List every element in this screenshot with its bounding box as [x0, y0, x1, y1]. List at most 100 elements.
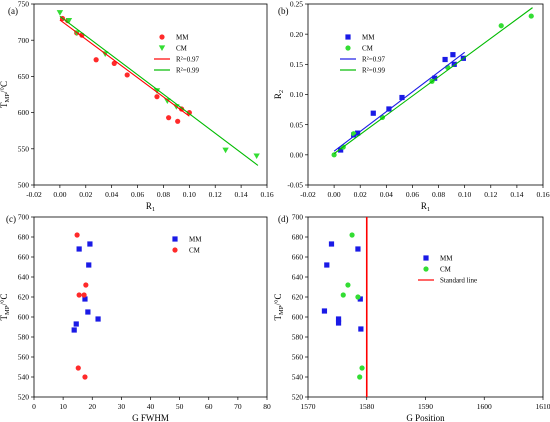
legend-marker — [423, 255, 429, 261]
series-cm — [74, 232, 89, 380]
y-tick-label: 700 — [18, 213, 30, 222]
y-tick-label: 0.15 — [290, 60, 303, 69]
y-axis-label: TMP/°C — [0, 293, 11, 320]
y-tick-label: 520 — [292, 393, 304, 402]
legend: MM CM Standard line — [418, 255, 477, 285]
series-mm — [59, 15, 192, 124]
series-r-0-99 — [333, 7, 533, 155]
data-point — [124, 72, 130, 78]
panel-label: (b) — [278, 6, 289, 16]
data-point — [355, 246, 361, 252]
data-point — [498, 23, 504, 29]
data-point — [528, 13, 534, 19]
x-axis-label: R1 — [146, 201, 155, 213]
legend-label: Standard line — [440, 277, 477, 285]
x-tick-label: 0.16 — [260, 190, 273, 199]
data-point — [321, 308, 328, 314]
data-point — [93, 57, 99, 63]
y-tick-label: 550 — [18, 144, 30, 153]
chart-panel-1: -0.02 0.00 0.02 0.04 0.06 0.08 0.10 0.12 0.14 0.1… — [0, 0, 274, 213]
y-tick-label: 600 — [18, 108, 30, 117]
x-tick-label: 0.04 — [105, 190, 118, 199]
x-tick-label: 0.12 — [209, 190, 222, 199]
panel-label: (d) — [278, 214, 289, 224]
series-r-0-97 — [333, 51, 465, 152]
data-point — [76, 292, 82, 298]
series-mm — [71, 241, 101, 333]
plot-frame — [307, 3, 544, 186]
x-tick-label: 10 — [59, 402, 67, 411]
y-axis-label: R2 — [273, 90, 285, 99]
legend-label: MM — [440, 255, 453, 263]
x-tick-label: 0.04 — [380, 190, 393, 199]
y-tick-label: 580 — [292, 333, 304, 342]
x-tick-label: 1580 — [359, 402, 374, 411]
data-point — [370, 110, 376, 116]
legend: MM CM R²=0.97 R²=0.99 — [154, 34, 199, 75]
data-point — [450, 52, 456, 58]
y-axis-label-subscript: MP — [4, 305, 11, 315]
data-point — [357, 374, 363, 380]
legend: MM CM R²=0.97 R²=0.99 — [340, 34, 385, 75]
y-tick-label: 0.05 — [290, 120, 303, 129]
y-tick-label: 620 — [292, 293, 304, 302]
legend-label: CM — [189, 247, 201, 255]
data-point — [83, 282, 89, 288]
legend-marker — [172, 247, 178, 253]
data-point — [345, 282, 351, 288]
y-tick-label: 0.00 — [290, 150, 303, 159]
fit-line — [59, 15, 259, 166]
series-mm — [321, 241, 364, 332]
chart-panel-2: -0.02 0.00 0.02 0.04 0.06 0.08 0.10 0.12 0.14 0.1… — [273, 0, 550, 213]
data-point — [153, 88, 161, 94]
y-tick-label: 540 — [18, 373, 30, 382]
legend-label: CM — [362, 45, 374, 53]
legend-label: CM — [440, 266, 452, 274]
x-tick-label: 0.00 — [53, 190, 66, 199]
data-point — [65, 18, 73, 24]
data-point — [73, 321, 79, 327]
x-tick-label: 0.02 — [79, 190, 92, 199]
data-point — [71, 327, 77, 333]
data-point — [95, 316, 101, 322]
data-point — [253, 153, 260, 160]
data-point — [178, 106, 185, 112]
data-point — [175, 118, 181, 124]
y-tick-label: 500 — [18, 181, 30, 190]
x-tick-label: 0.08 — [432, 190, 445, 199]
y-tick-label: 0.20 — [290, 30, 303, 39]
data-point — [164, 98, 171, 105]
data-point — [186, 110, 192, 116]
data-point — [86, 262, 92, 268]
y-tick-label: 520 — [18, 393, 30, 402]
y-tick-label: 650 — [18, 72, 30, 81]
data-point — [222, 147, 229, 154]
data-point — [451, 61, 457, 67]
y-axis-label-unit: /°C — [0, 81, 9, 93]
data-point — [82, 374, 88, 380]
data-point — [81, 292, 87, 298]
y-tick-label: 700 — [18, 36, 30, 45]
y-axis-label-unit: /°C — [0, 293, 9, 305]
legend-label: MM — [176, 34, 189, 42]
y-tick-label: 640 — [18, 273, 30, 282]
x-tick-label: 0.14 — [235, 190, 248, 199]
x-tick-label: -0.02 — [300, 190, 316, 199]
data-point — [76, 246, 82, 252]
x-axis-label: R1 — [421, 201, 430, 213]
legend-marker — [159, 34, 165, 40]
legend-label: R²=0.99 — [362, 67, 385, 75]
y-tick-label: 0.25 — [290, 0, 303, 9]
data-point — [432, 75, 438, 81]
legend-marker — [345, 34, 351, 40]
legend-label: CM — [176, 45, 188, 53]
legend-marker — [172, 236, 178, 242]
x-axis-label-subscript: 1 — [427, 206, 430, 213]
x-tick-label: 0.02 — [354, 190, 367, 199]
panel-label: (c) — [6, 214, 16, 224]
y-tick-label: 620 — [18, 293, 30, 302]
series-cm — [56, 10, 260, 160]
x-tick-label: 1570 — [301, 402, 316, 411]
y-tick-label: 640 — [292, 273, 304, 282]
legend: MM CM — [172, 236, 202, 255]
